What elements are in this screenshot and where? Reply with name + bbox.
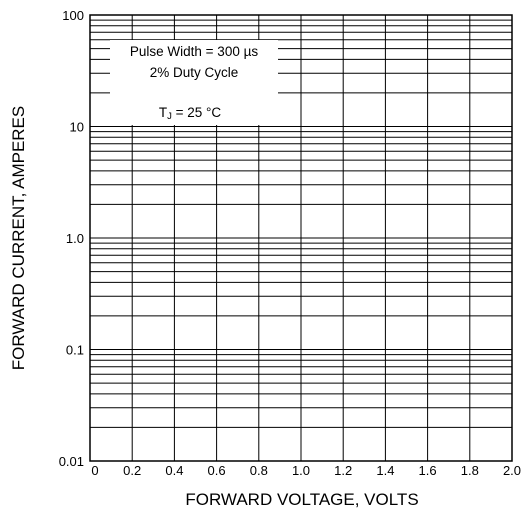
y-axis-title: FORWARD CURRENT, AMPERES — [9, 106, 28, 370]
y-tick-labels: 0.01 0.1 1.0 10 100 — [59, 8, 84, 469]
x-tick-label: 0.6 — [208, 463, 226, 478]
x-tick-label: 1.6 — [419, 463, 437, 478]
x-axis-title: FORWARD VOLTAGE, VOLTS — [185, 490, 418, 509]
annotation-duty-cycle: 2% Duty Cycle — [150, 65, 239, 80]
annotation-temp-subscript: J — [167, 111, 172, 122]
y-tick-label: 0.1 — [66, 343, 84, 358]
y-tick-label: 1.0 — [66, 231, 84, 246]
x-tick-label: 1.0 — [292, 463, 310, 478]
plot-frame — [89, 14, 513, 462]
y-tick-label: 100 — [62, 8, 84, 23]
x-tick-label: 0.4 — [165, 463, 183, 478]
annotation-temp-symbol: T — [159, 105, 167, 120]
y-tick-label: 10 — [70, 120, 84, 135]
x-tick-label: 1.2 — [334, 463, 352, 478]
x-tick-label: 0.2 — [123, 463, 141, 478]
x-tick-label: 0.8 — [250, 463, 268, 478]
y-tick-label: 0.01 — [59, 454, 84, 469]
x-tick-label: 1.4 — [376, 463, 394, 478]
annotation-pulse-width: Pulse Width = 300 µs — [130, 44, 258, 59]
x-tick-label: 0 — [91, 463, 98, 478]
x-tick-label: 2.0 — [503, 463, 521, 478]
x-tick-labels: 0 0.2 0.4 0.6 0.8 1.0 1.2 1.4 1.6 1.8 2.0 — [91, 463, 521, 478]
x-tick-label: 1.8 — [461, 463, 479, 478]
annotation-box — [110, 40, 278, 125]
annotation-temp-value: = 25 °C — [172, 105, 222, 120]
annotation-junction-temp: TJ = 25 °C — [159, 105, 222, 122]
